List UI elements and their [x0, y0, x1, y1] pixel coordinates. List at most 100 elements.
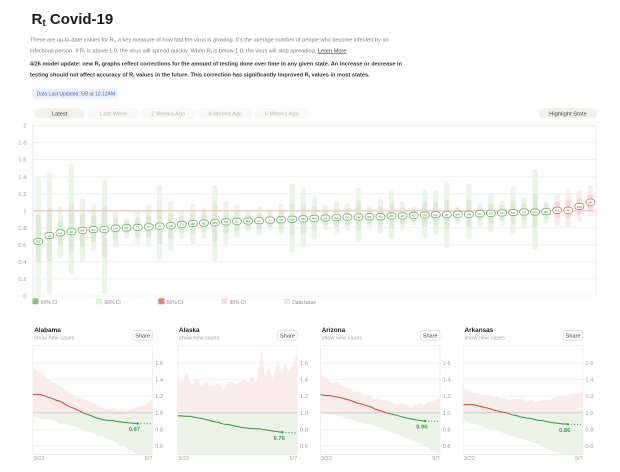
svg-text:0.4: 0.4 [18, 260, 27, 266]
svg-text:5/7: 5/7 [575, 456, 583, 462]
svg-text:0.6: 0.6 [18, 243, 27, 249]
svg-text:WY: WY [533, 210, 538, 214]
svg-text:AL: AL [235, 220, 239, 224]
svg-text:0.8: 0.8 [18, 226, 27, 232]
svg-text:1.2: 1.2 [155, 394, 163, 400]
svg-text:0.86: 0.86 [559, 428, 571, 434]
svg-text:These are up-to-date values fo: These are up-to-date values for Rt, a ke… [30, 37, 389, 43]
svg-text:infectious person. If Rt is ab: infectious person. If Rt is above 1.0, t… [30, 48, 347, 54]
svg-text:1.6: 1.6 [443, 361, 451, 367]
svg-text:KS: KS [555, 209, 559, 213]
svg-text:show new cases: show new cases [322, 335, 363, 341]
svg-text:2: 2 [23, 124, 26, 130]
svg-text:show new cases: show new cases [465, 335, 506, 341]
svg-text:6 Weeks Ago: 6 Weeks Ago [265, 112, 299, 118]
svg-text:1.4: 1.4 [443, 378, 452, 384]
svg-text:WI: WI [401, 214, 405, 218]
svg-text:3/22: 3/22 [321, 456, 332, 462]
svg-text:0.8: 0.8 [155, 427, 163, 433]
svg-text:FL: FL [257, 219, 261, 223]
svg-text:Arkansas: Arkansas [465, 327, 494, 334]
svg-text:Share: Share [135, 333, 150, 339]
svg-text:3/22: 3/22 [34, 456, 45, 462]
svg-text:NV: NV [356, 215, 360, 219]
svg-text:0.87: 0.87 [129, 427, 140, 433]
svg-text:50% CI: 50% CI [41, 300, 57, 306]
svg-text:Data Last Updated: 5/8 at 10:1: Data Last Updated: 5/8 at 10:12AM [37, 92, 115, 98]
svg-text:1.2: 1.2 [443, 394, 451, 400]
svg-text:50% CI: 50% CI [167, 300, 183, 306]
svg-text:show new cases: show new cases [34, 335, 75, 341]
svg-text:MI: MI [567, 209, 570, 213]
svg-text:1.4: 1.4 [300, 378, 309, 384]
svg-text:Alabama: Alabama [34, 327, 61, 334]
svg-text:0.6: 0.6 [585, 444, 593, 450]
svg-text:NM: NM [312, 217, 317, 221]
svg-text:CT: CT [147, 225, 151, 229]
svg-text:Highlight State: Highlight State [549, 112, 587, 118]
svg-text:MN: MN [577, 205, 582, 209]
svg-text:NJ: NJ [412, 214, 416, 218]
svg-text:Data Issue: Data Issue [292, 300, 316, 306]
svg-text:Latest: Latest [52, 112, 68, 118]
svg-text:NE: NE [588, 201, 592, 205]
svg-text:1.2: 1.2 [585, 394, 593, 400]
svg-text:WA: WA [334, 216, 340, 220]
svg-text:show new cases: show new cases [179, 335, 220, 341]
svg-text:0.76: 0.76 [274, 436, 286, 442]
svg-text:MD: MD [455, 213, 460, 217]
svg-text:5/7: 5/7 [290, 456, 298, 462]
svg-text:testing should not affect accu: testing should not affect accuracy of Rt… [30, 72, 370, 78]
svg-text:UT: UT [522, 210, 526, 214]
svg-text:TX: TX [136, 226, 140, 230]
svg-text:0.6: 0.6 [443, 444, 451, 450]
svg-text:90% CI: 90% CI [104, 300, 120, 306]
svg-text:IN: IN [478, 212, 481, 216]
svg-text:DE: DE [390, 214, 394, 218]
svg-text:0.90: 0.90 [416, 425, 427, 431]
svg-text:Share: Share [423, 333, 438, 339]
svg-text:0.8: 0.8 [300, 427, 308, 433]
svg-text:0.8: 0.8 [443, 427, 451, 433]
svg-text:2 Weeks Ago: 2 Weeks Ago [151, 112, 185, 118]
svg-text:VT: VT [103, 228, 107, 232]
svg-text:TN: TN [379, 215, 383, 219]
svg-text:5/7: 5/7 [432, 456, 440, 462]
svg-text:1.6: 1.6 [300, 361, 308, 367]
svg-text:MS: MS [544, 210, 549, 214]
svg-text:1.4: 1.4 [18, 175, 27, 181]
svg-text:KY: KY [489, 212, 493, 216]
svg-text:0.2: 0.2 [18, 277, 26, 283]
svg-text:Share: Share [566, 333, 581, 339]
svg-text:90% CI: 90% CI [230, 300, 246, 306]
svg-text:4 Weeks Ago: 4 Weeks Ago [208, 112, 242, 118]
svg-text:1.2: 1.2 [18, 192, 26, 198]
svg-text:Arizona: Arizona [322, 327, 346, 334]
svg-text:CO: CO [345, 215, 350, 219]
svg-text:NH: NH [301, 217, 305, 221]
svg-text:Alaska: Alaska [179, 327, 200, 334]
svg-text:1.2: 1.2 [300, 394, 308, 400]
svg-text:1.6: 1.6 [18, 158, 27, 164]
svg-text:0.6: 0.6 [155, 444, 163, 450]
svg-text:1.0: 1.0 [443, 411, 451, 417]
svg-text:1.0: 1.0 [300, 411, 308, 417]
svg-text:OH: OH [113, 227, 118, 231]
svg-text:Last Week: Last Week [100, 112, 127, 118]
svg-text:0.6: 0.6 [300, 444, 308, 450]
svg-text:MO: MO [190, 222, 195, 226]
svg-text:5/7: 5/7 [145, 456, 153, 462]
svg-text:HI: HI [48, 234, 51, 238]
svg-text:0.8: 0.8 [585, 427, 593, 433]
svg-text:4/26 model update: new Rt grap: 4/26 model update: new Rt graphs reflect… [30, 61, 403, 67]
svg-text:IL: IL [269, 218, 272, 222]
svg-text:AZ: AZ [279, 218, 283, 222]
svg-text:MT: MT [36, 240, 40, 244]
svg-text:1.4: 1.4 [155, 378, 164, 384]
svg-text:NY: NY [125, 226, 129, 230]
svg-text:1.0: 1.0 [155, 411, 163, 417]
svg-text:Share: Share [280, 333, 295, 339]
svg-text:1.6: 1.6 [155, 361, 163, 367]
svg-text:1.8: 1.8 [18, 141, 27, 147]
svg-text:1.6: 1.6 [585, 361, 593, 367]
